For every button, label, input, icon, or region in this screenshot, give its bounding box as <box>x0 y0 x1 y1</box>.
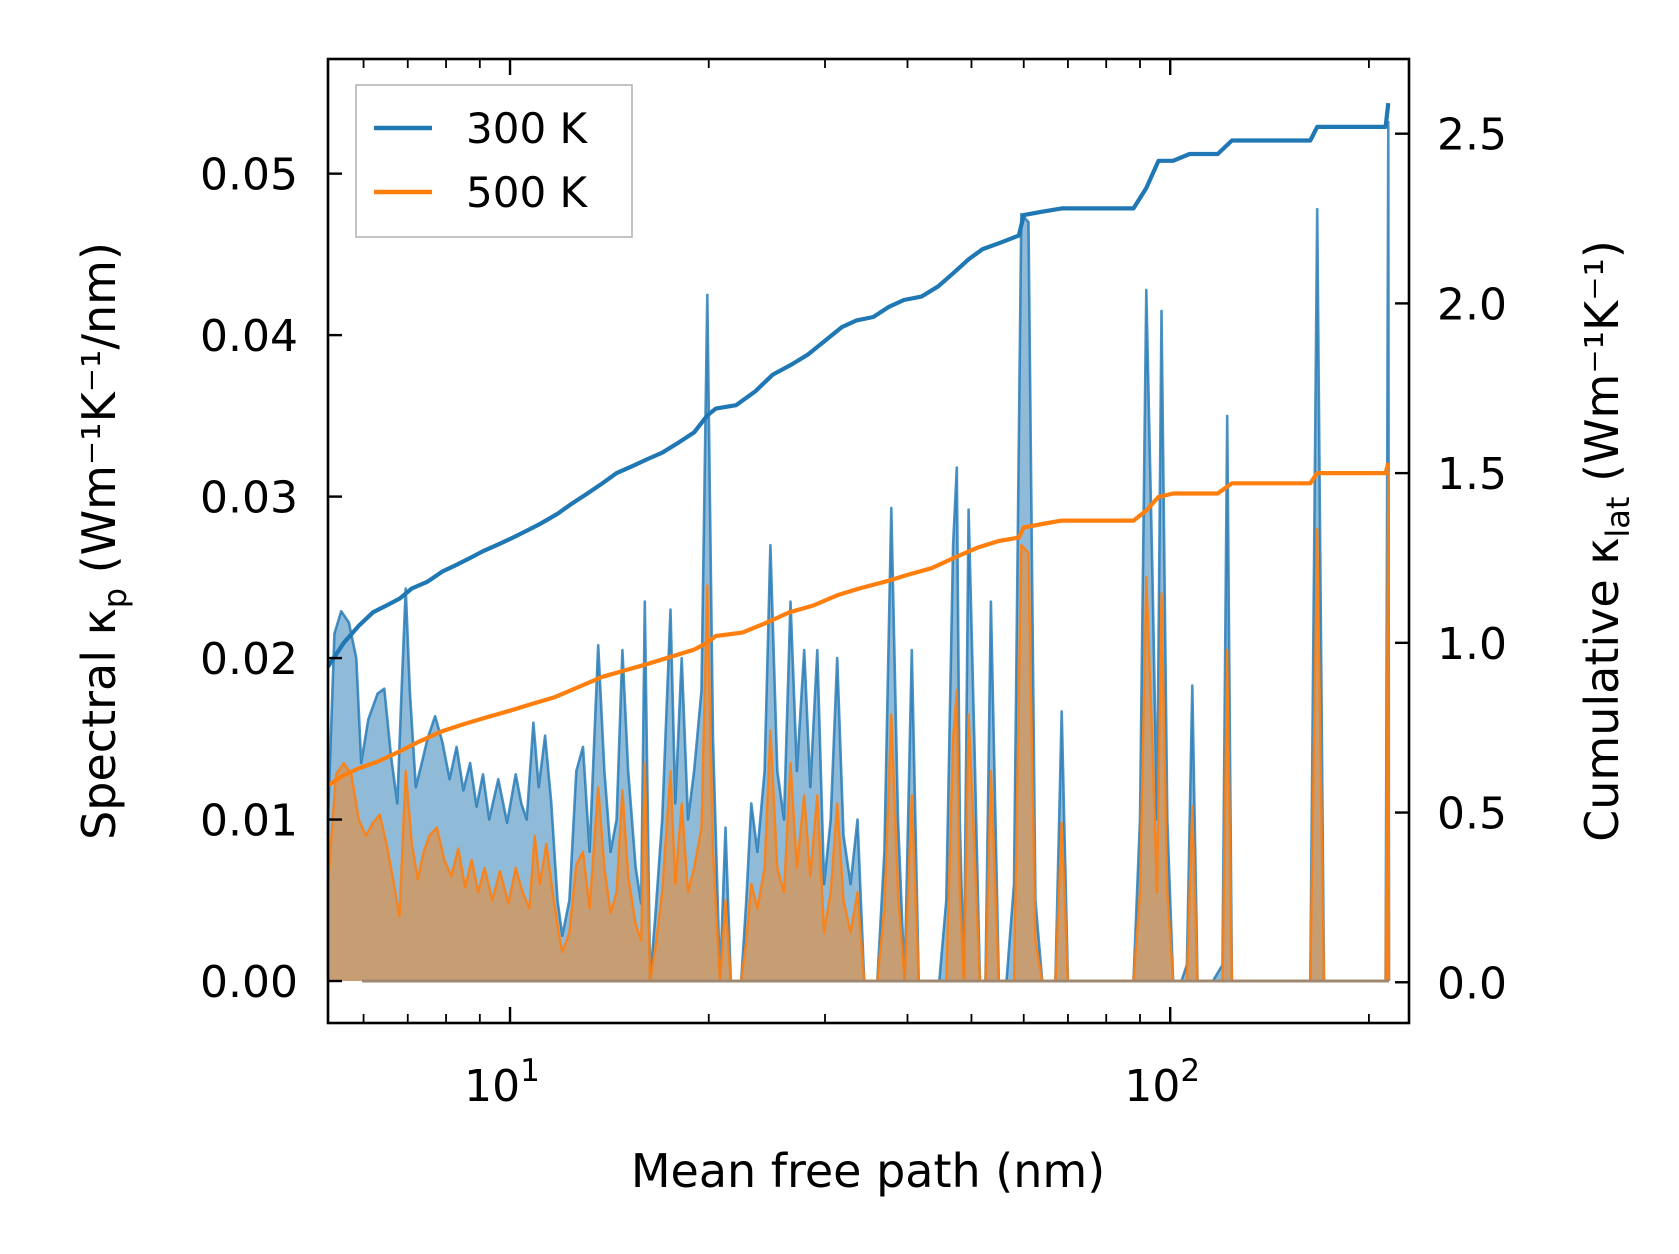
left-axis-title-sub: p <box>96 588 134 608</box>
right-y-tick-label: 2.0 <box>1437 279 1507 330</box>
right-y-tick-label: 0.5 <box>1437 789 1507 840</box>
cumulative-line-500k <box>326 462 1391 788</box>
left-y-tick-label: 0.00 <box>200 957 298 1008</box>
x-tick-label-base: 10 <box>464 1061 520 1112</box>
cumulative-line-300k <box>326 102 1391 668</box>
left-y-tick-label: 0.04 <box>200 311 298 362</box>
right-axis-title-rest: (Wm⁻¹K⁻¹) <box>1575 240 1629 496</box>
left-y-tick-label: 0.01 <box>200 796 298 847</box>
x-tick-label: 102 <box>1124 1053 1200 1112</box>
legend-label-300k: 300 K <box>466 104 589 153</box>
legend-frame <box>355 84 633 238</box>
left-y-tick-label: 0.02 <box>200 634 298 685</box>
right-y-tick-label: 1.5 <box>1437 449 1507 500</box>
left-axis-title-main: Spectral κ <box>72 608 126 840</box>
left-axis-title: Spectral κp (Wm⁻¹K⁻¹/nm) <box>72 242 134 840</box>
x-tick-label-exp: 1 <box>520 1053 540 1089</box>
right-y-tick-label: 2.5 <box>1437 110 1507 161</box>
right-axis-title: Cumulative κlat (Wm⁻¹K⁻¹) <box>1575 240 1637 842</box>
spectral-line-500k <box>326 471 1391 983</box>
spectral-area-500k <box>328 472 1389 981</box>
x-tick-label-base: 10 <box>1124 1061 1180 1112</box>
x-axis-title: Mean free path (nm) <box>631 1144 1105 1198</box>
ticks-layer: 0.00 0.01 0.02 0.03 0.04 0.05 0.0 0.5 1.0 1.5 2.0 2… <box>200 59 1507 1112</box>
right-y-tick-label: 0.0 <box>1437 958 1507 1009</box>
right-axis-title-sub: lat <box>1599 497 1637 538</box>
x-tick-label: 101 <box>464 1053 540 1112</box>
right-axis-title-main: Cumulative κ <box>1575 538 1629 842</box>
cumulative-layer <box>326 102 1391 788</box>
left-y-tick-label: 0.05 <box>200 150 298 201</box>
x-tick-label-exp: 2 <box>1180 1053 1200 1089</box>
legend: 300 K 500 K <box>355 84 633 238</box>
left-y-tick-label: 0.03 <box>200 473 298 524</box>
left-axis-title-rest: (Wm⁻¹K⁻¹/nm) <box>72 242 126 588</box>
right-y-tick-label: 1.0 <box>1437 619 1507 670</box>
legend-label-500k: 500 K <box>466 168 589 217</box>
plot-frame <box>326 57 1411 1025</box>
spectral-layer <box>326 120 1391 983</box>
